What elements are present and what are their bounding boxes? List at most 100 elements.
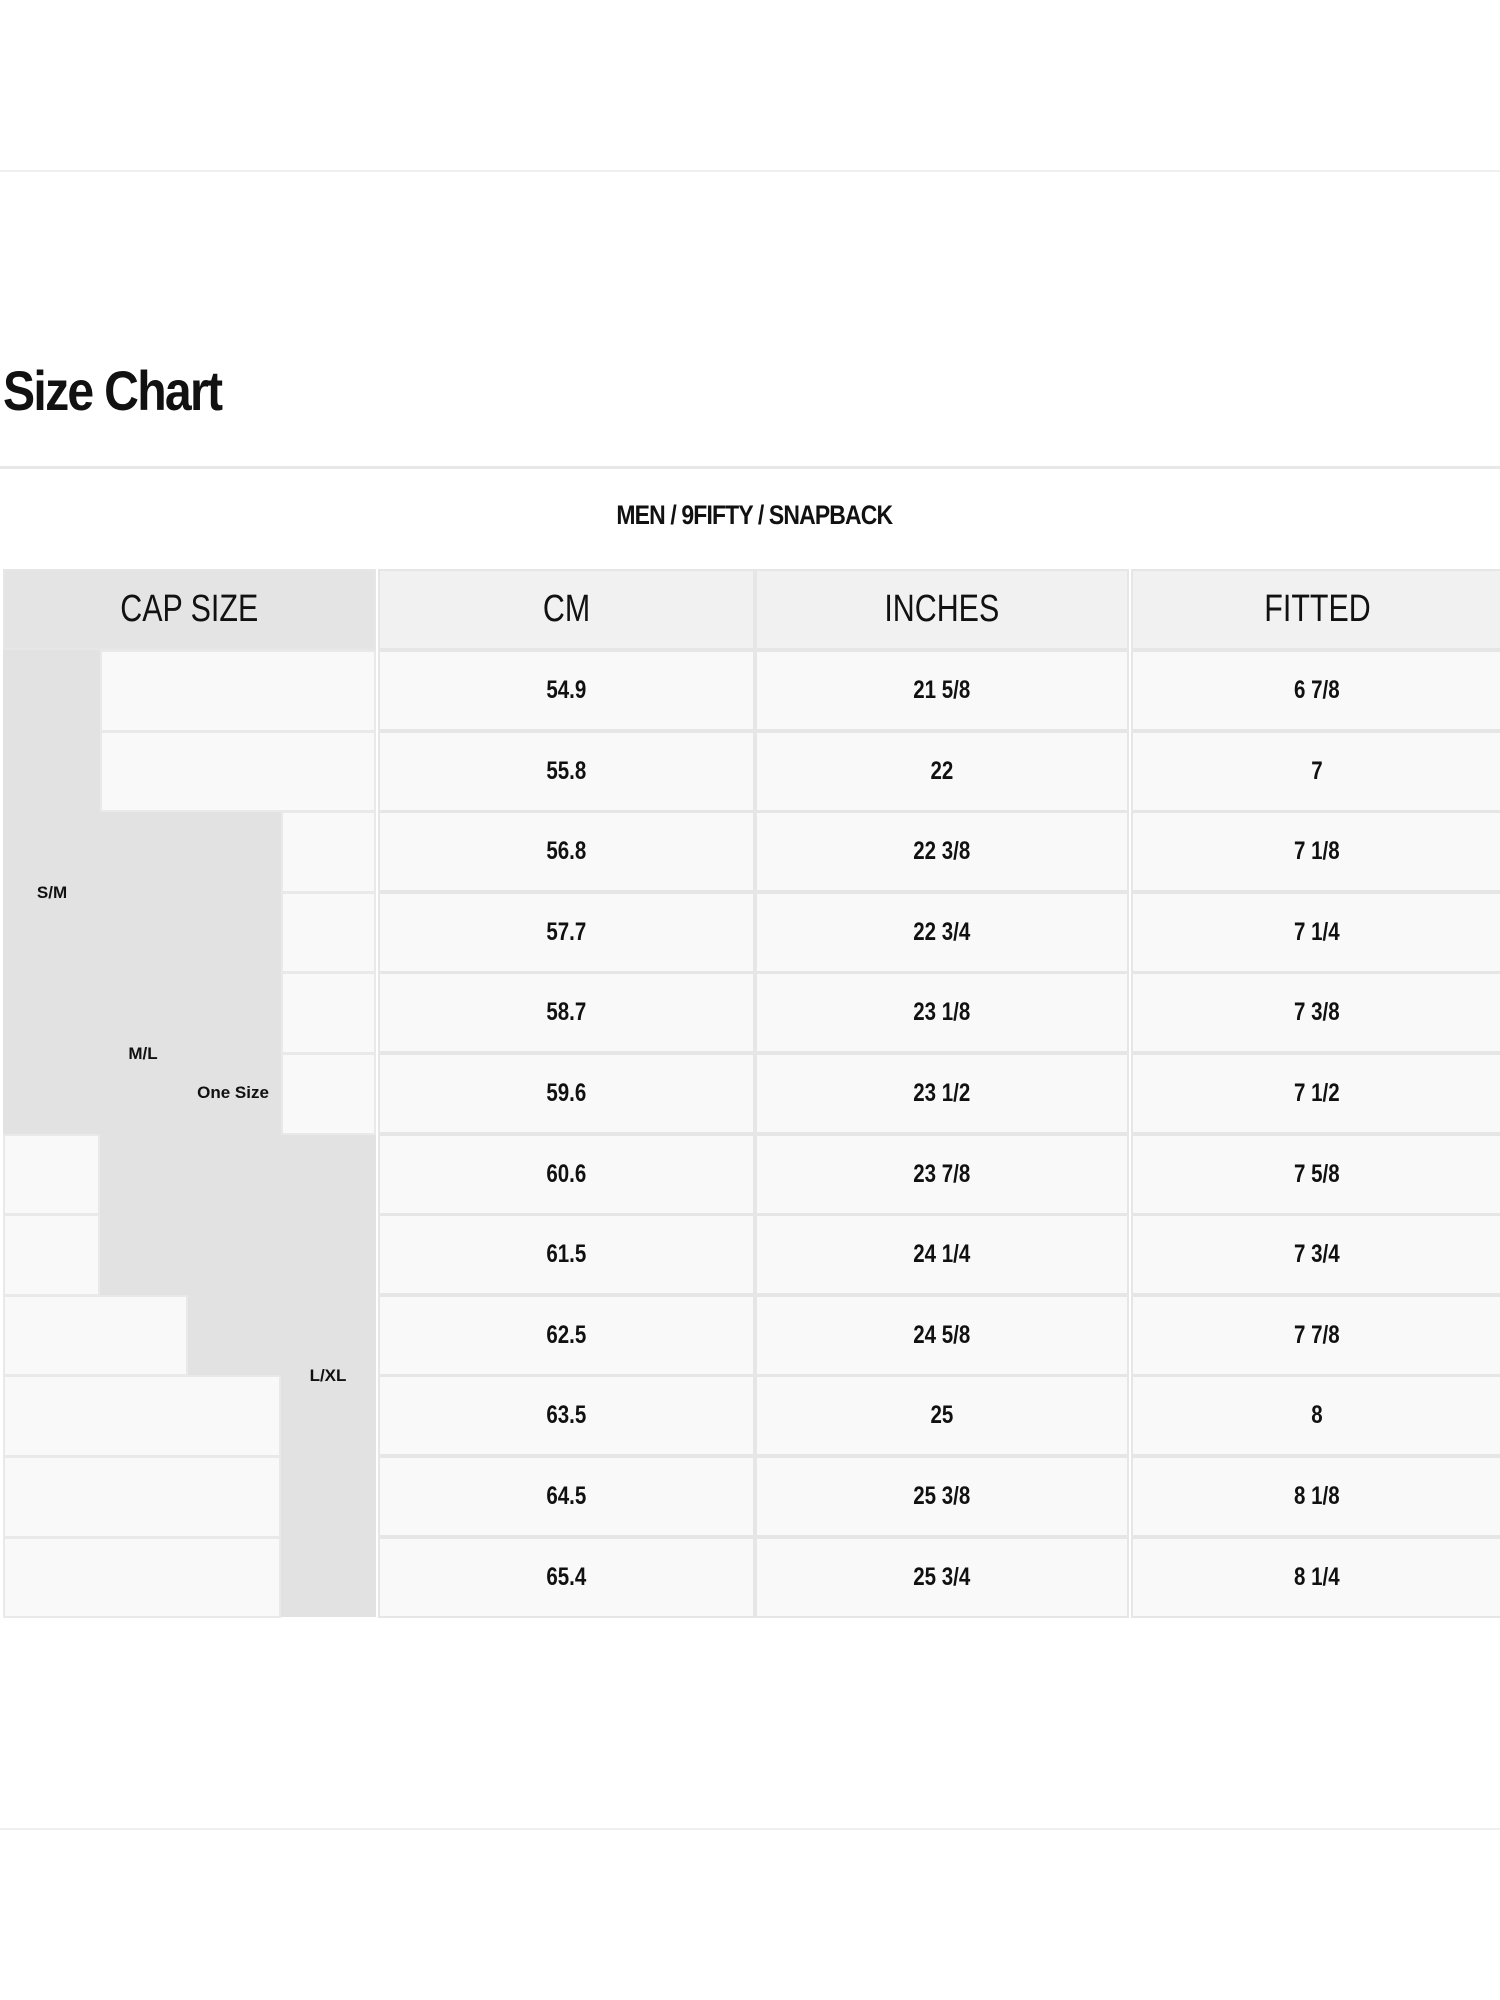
- header-cm: CM: [378, 569, 755, 650]
- size-label-sm: S/M: [36, 883, 68, 902]
- cell-cm: 56.8: [378, 811, 755, 893]
- cap-empty-cell: [3, 1214, 100, 1296]
- cell-inches: 23 7/8: [755, 1133, 1129, 1215]
- cell-cm: 63.5: [378, 1375, 755, 1457]
- cap-empty-cell: [3, 1456, 281, 1538]
- title-divider: [0, 466, 1500, 469]
- cell-value: 7 3/8: [1294, 998, 1340, 1027]
- cell-value: 23 1/8: [913, 998, 971, 1027]
- cell-fitted: 8: [1131, 1375, 1500, 1457]
- cap-empty-cell: [100, 650, 376, 732]
- cell-fitted: 7 7/8: [1131, 1294, 1500, 1376]
- size-label-one-size: One Size: [197, 1083, 269, 1102]
- bottom-divider: [0, 1828, 1500, 1830]
- cell-fitted: 7 3/4: [1131, 1214, 1500, 1296]
- cell-fitted: 6 7/8: [1131, 650, 1500, 731]
- size-chart-table: CAP SIZE CM INCHES FITTED S/M M/L One Si…: [3, 569, 1500, 1619]
- cap-empty-cell: [281, 811, 376, 893]
- cell-cm: 64.5: [378, 1456, 755, 1537]
- cell-value: 23 7/8: [913, 1159, 971, 1188]
- size-label-ml: M/L: [128, 1044, 158, 1063]
- cap-empty-cell: [281, 891, 376, 974]
- cell-inches: 23 1/2: [755, 1053, 1129, 1134]
- cell-value: 60.6: [546, 1159, 587, 1188]
- header-label: CAP SIZE: [120, 588, 259, 630]
- top-divider: [0, 170, 1500, 172]
- cell-value: 59.6: [546, 1079, 587, 1107]
- cell-value: 64.5: [546, 1482, 587, 1510]
- cell-cm: 55.8: [378, 730, 755, 812]
- cell-inches: 22 3/4: [755, 891, 1129, 973]
- cell-value: 21 5/8: [913, 676, 971, 704]
- cell-fitted: 7: [1131, 730, 1500, 812]
- cell-inches: 25: [755, 1375, 1129, 1457]
- size-label-lxl: L/XL: [309, 1366, 347, 1385]
- cell-value: 7 7/8: [1294, 1320, 1340, 1349]
- header-label: INCHES: [884, 588, 1000, 630]
- header-fitted: FITTED: [1131, 569, 1500, 650]
- cell-value: 24 5/8: [913, 1320, 971, 1349]
- cell-value: 62.5: [546, 1320, 587, 1349]
- cell-inches: 25 3/8: [755, 1456, 1129, 1537]
- cell-inches: 23 1/8: [755, 972, 1129, 1054]
- subtitle-text: MEN / 9FIFTY / SNAPBACK: [616, 500, 893, 530]
- cell-cm: 54.9: [378, 650, 755, 731]
- cap-empty-cell: [3, 1536, 281, 1619]
- cell-value: 7 1/2: [1294, 1079, 1340, 1107]
- cell-value: 22 3/4: [913, 917, 971, 946]
- cap-empty-cell: [3, 1294, 188, 1377]
- cell-value: 8 1/4: [1294, 1562, 1340, 1591]
- cell-value: 22: [930, 756, 954, 785]
- header-inches: INCHES: [755, 569, 1129, 650]
- cell-cm: 58.7: [378, 972, 755, 1054]
- cell-value: 7: [1311, 756, 1323, 785]
- cap-empty-cell: [3, 1133, 100, 1216]
- cell-value: 23 1/2: [913, 1079, 971, 1107]
- cell-value: 22 3/8: [913, 837, 971, 866]
- cell-fitted: 7 5/8: [1131, 1133, 1500, 1215]
- cell-inches: 22: [755, 730, 1129, 812]
- cell-fitted: 7 1/2: [1131, 1053, 1500, 1134]
- cell-value: 24 1/4: [913, 1240, 971, 1269]
- cap-empty-cell: [3, 1375, 281, 1457]
- cell-value: 25: [930, 1401, 954, 1430]
- cell-value: 8 1/8: [1294, 1482, 1340, 1510]
- cell-inches: 24 5/8: [755, 1294, 1129, 1376]
- cap-empty-cell: [281, 972, 376, 1054]
- cell-value: 57.7: [546, 917, 587, 946]
- cell-value: 54.9: [546, 676, 587, 704]
- cell-inches: 25 3/4: [755, 1536, 1129, 1618]
- cell-value: 25 3/8: [913, 1482, 971, 1510]
- cell-inches: 21 5/8: [755, 650, 1129, 731]
- header-label: CM: [542, 588, 591, 630]
- cap-empty-cell: [281, 1053, 376, 1135]
- header-label: FITTED: [1263, 588, 1371, 630]
- cell-value: 63.5: [546, 1401, 587, 1430]
- cell-fitted: 7 1/8: [1131, 811, 1500, 893]
- cell-value: 6 7/8: [1294, 676, 1340, 704]
- cap-size-bands: S/M M/L One Size L/XL: [3, 650, 376, 1619]
- cell-cm: 61.5: [378, 1214, 755, 1296]
- cell-value: 7 1/4: [1294, 917, 1340, 946]
- cell-value: 7 5/8: [1294, 1159, 1340, 1188]
- header-cap-size: CAP SIZE: [3, 569, 376, 650]
- cell-cm: 60.6: [378, 1133, 755, 1215]
- cap-empty-cell: [100, 730, 376, 813]
- cell-value: 55.8: [546, 756, 587, 785]
- cell-fitted: 7 3/8: [1131, 972, 1500, 1054]
- cell-cm: 57.7: [378, 891, 755, 973]
- cell-inches: 22 3/8: [755, 811, 1129, 893]
- cell-cm: 65.4: [378, 1536, 755, 1618]
- cell-fitted: 7 1/4: [1131, 891, 1500, 973]
- cell-value: 65.4: [546, 1562, 587, 1591]
- cell-inches: 24 1/4: [755, 1214, 1129, 1296]
- cell-cm: 62.5: [378, 1294, 755, 1376]
- cell-value: 7 1/8: [1294, 837, 1340, 866]
- cell-fitted: 8 1/4: [1131, 1536, 1500, 1618]
- cell-value: 56.8: [546, 837, 587, 866]
- cell-fitted: 8 1/8: [1131, 1456, 1500, 1537]
- cell-value: 58.7: [546, 998, 587, 1027]
- chart-subtitle: MEN / 9FIFTY / SNAPBACK: [0, 500, 1500, 531]
- cell-value: 61.5: [546, 1240, 587, 1269]
- page-title: Size Chart: [3, 359, 223, 422]
